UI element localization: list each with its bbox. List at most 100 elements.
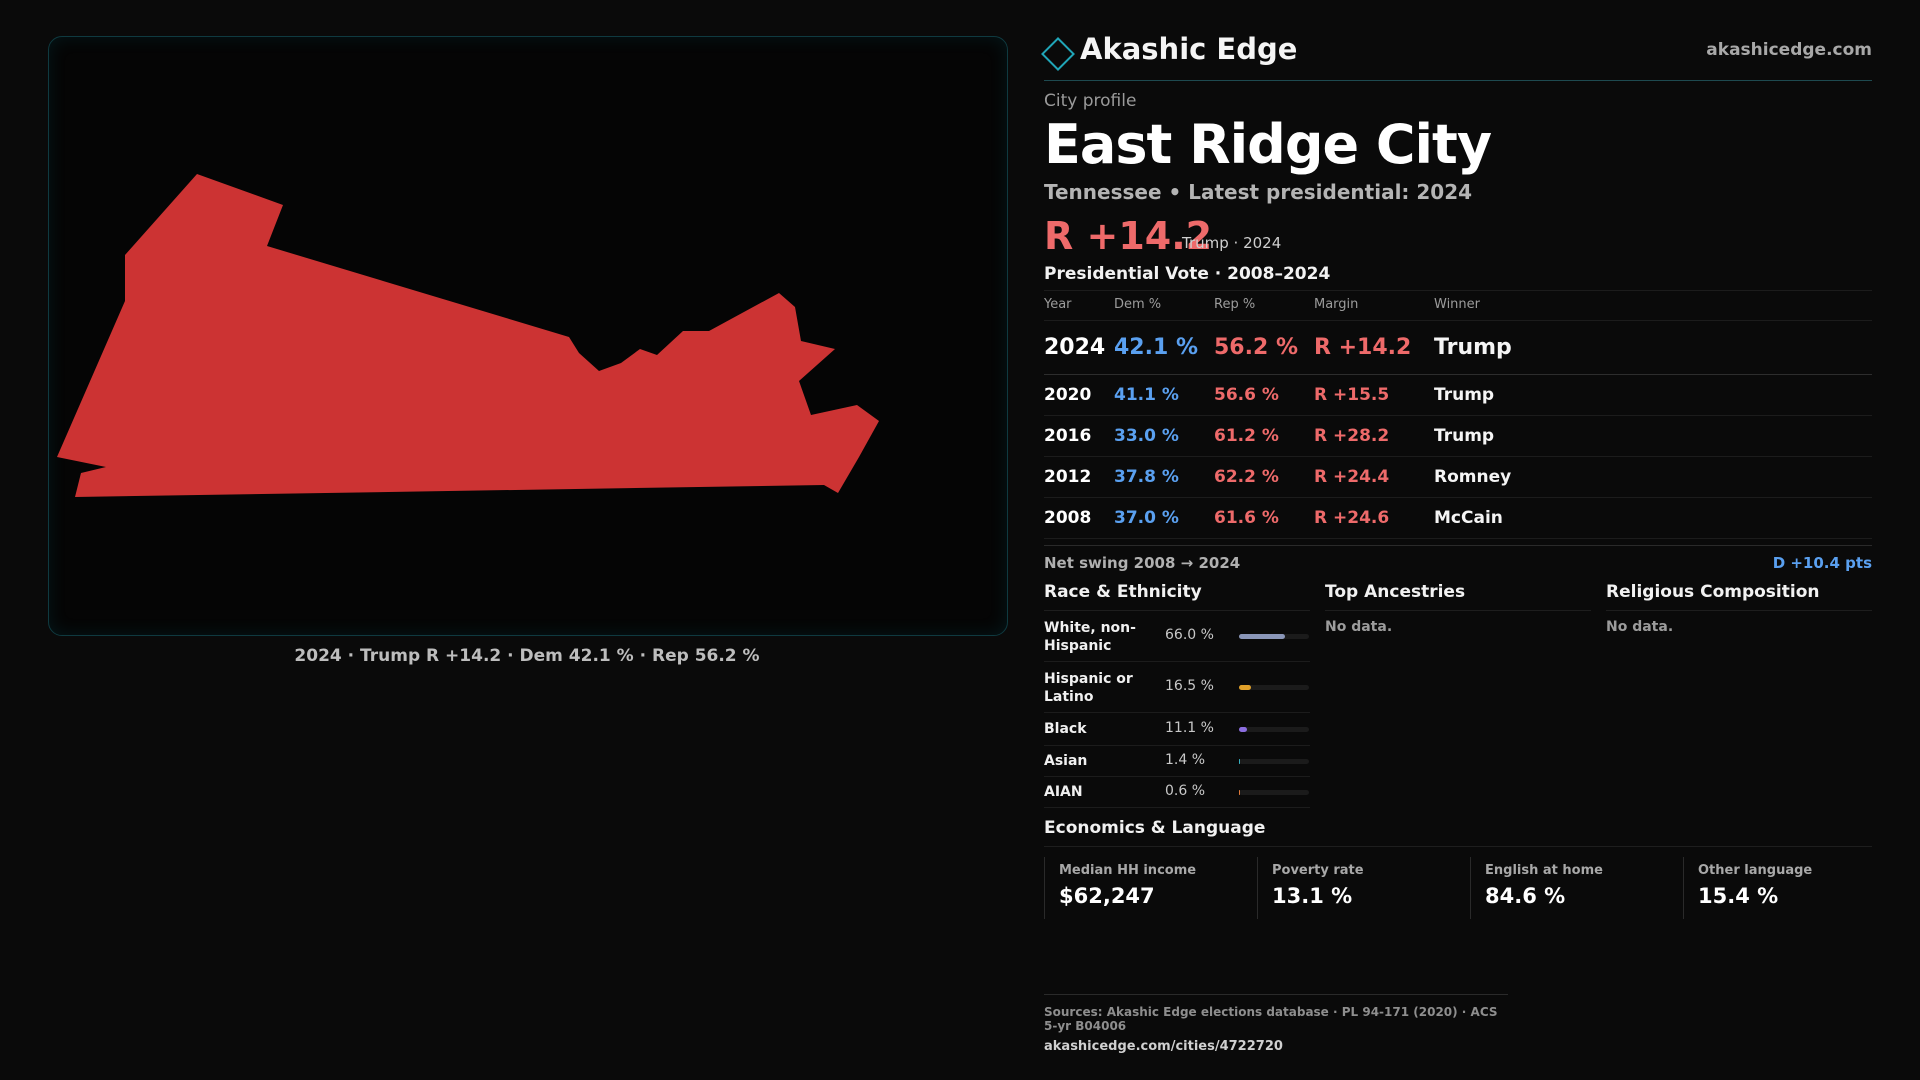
headline-result: R +14.2 Trump · 2024 — [1044, 214, 1872, 258]
vote-table-title: Presidential Vote · 2008–2024 — [1044, 264, 1872, 291]
race-bar-track — [1239, 790, 1309, 795]
race-row: Asian 1.4 % — [1044, 746, 1310, 777]
race-bar-track — [1239, 727, 1309, 732]
race-pct: 1.4 % — [1165, 752, 1206, 768]
cell-dem: 37.0 % — [1114, 497, 1214, 539]
net-swing: Net swing 2008 → 2024 D +10.4 pts — [1044, 545, 1872, 576]
table-row: 2012 37.8 % 62.2 % R +24.4 Romney — [1044, 456, 1872, 498]
ancestries-title: Top Ancestries — [1325, 582, 1591, 611]
race-pct: 16.5 % — [1165, 678, 1214, 694]
demographics-section: Race & Ethnicity White, non-Hispanic 66.… — [1044, 582, 1872, 818]
city-boundary-shape[interactable] — [57, 174, 879, 497]
brand-name[interactable]: Akashic Edge — [1080, 32, 1298, 66]
vote-table-header: Year Dem % Rep % Margin Winner — [1044, 291, 1872, 321]
econ-label: Poverty rate — [1272, 863, 1364, 878]
table-row: 2008 37.0 % 61.6 % R +24.6 McCain — [1044, 497, 1872, 539]
race-row: Black 11.1 % — [1044, 713, 1310, 746]
econ-cell-other-language: Other language 15.4 % — [1683, 857, 1888, 919]
cell-rep: 61.2 % — [1214, 415, 1314, 457]
cell-winner: Trump — [1434, 320, 1872, 375]
city-boundary-map[interactable] — [49, 37, 1007, 635]
econ-value: 13.1 % — [1272, 884, 1353, 908]
sources-url-link[interactable]: akashicedge.com/cities/4722720 — [1044, 1039, 1283, 1054]
cell-rep: 56.2 % — [1214, 320, 1314, 375]
ancestries-empty: No data. — [1325, 619, 1393, 635]
race-label: Hispanic or Latino — [1044, 671, 1133, 705]
econ-label: Median HH income — [1059, 863, 1197, 878]
religion-title: Religious Composition — [1606, 582, 1872, 611]
cell-year: 2008 — [1044, 497, 1114, 539]
cell-margin: R +24.4 — [1314, 456, 1434, 498]
diamond-logo-icon — [1041, 37, 1075, 71]
econ-value: 84.6 % — [1485, 884, 1566, 908]
econ-cell-income: Median HH income $62,247 — [1044, 857, 1249, 919]
race-bar-fill — [1239, 790, 1241, 795]
table-row: 2024 42.1 % 56.2 % R +14.2 Trump — [1044, 320, 1872, 375]
cell-rep: 62.2 % — [1214, 456, 1314, 498]
religion-panel: Religious Composition No data. — [1606, 582, 1872, 635]
race-pct: 11.1 % — [1165, 720, 1214, 736]
vote-table: Year Dem % Rep % Margin Winner 2024 42.1… — [1044, 291, 1872, 539]
profile-panel: Akashic Edge akashicedge.com City profil… — [1041, 30, 1872, 927]
econ-label: English at home — [1485, 863, 1603, 878]
race-pct: 66.0 % — [1165, 627, 1214, 643]
map-panel[interactable] — [48, 36, 1008, 636]
race-ethnicity-title: Race & Ethnicity — [1044, 582, 1310, 611]
race-row: White, non-Hispanic 66.0 % — [1044, 611, 1310, 662]
cell-winner: Trump — [1434, 415, 1872, 457]
race-bar-track — [1239, 634, 1309, 639]
cell-year: 2012 — [1044, 456, 1114, 498]
cell-dem: 33.0 % — [1114, 415, 1214, 457]
city-subline: Tennessee • Latest presidential: 2024 — [1044, 180, 1473, 204]
cell-winner: Trump — [1434, 374, 1872, 416]
cell-rep: 61.6 % — [1214, 497, 1314, 539]
economics-grid: Median HH income $62,247 Poverty rate 13… — [1044, 857, 1872, 927]
race-pct: 0.6 % — [1165, 783, 1206, 799]
econ-cell-english: English at home 84.6 % — [1470, 857, 1675, 919]
map-caption: 2024 · Trump R +14.2 · Dem 42.1 % · Rep … — [294, 646, 760, 666]
religion-empty: No data. — [1606, 619, 1674, 635]
race-ethnicity-panel: Race & Ethnicity White, non-Hispanic 66.… — [1044, 582, 1310, 808]
race-label: Black — [1044, 721, 1087, 737]
cell-dem: 37.8 % — [1114, 456, 1214, 498]
page-title: East Ridge City — [1044, 113, 1492, 176]
cell-margin: R +15.5 — [1314, 374, 1434, 416]
net-swing-label: Net swing 2008 → 2024 — [1044, 554, 1241, 572]
headline-margin: R +14.2 — [1044, 214, 1213, 258]
sources-footer: Sources: Akashic Edge elections database… — [1044, 994, 1508, 1054]
brand-url-link[interactable]: akashicedge.com — [1706, 40, 1872, 60]
race-label: White, non-Hispanic — [1044, 620, 1136, 654]
cell-dem: 42.1 % — [1114, 320, 1214, 375]
page-eyebrow: City profile — [1044, 91, 1137, 111]
col-header-winner: Winner — [1434, 291, 1872, 321]
econ-value: 15.4 % — [1698, 884, 1779, 908]
cell-margin: R +24.6 — [1314, 497, 1434, 539]
cell-year: 2020 — [1044, 374, 1114, 416]
econ-value: $62,247 — [1059, 884, 1155, 908]
sources-line: Sources: Akashic Edge elections database… — [1044, 1005, 1498, 1033]
race-bar-track — [1239, 685, 1309, 690]
cell-year: 2016 — [1044, 415, 1114, 457]
col-header-rep: Rep % — [1214, 291, 1314, 321]
ancestries-panel: Top Ancestries No data. — [1325, 582, 1591, 635]
cell-year: 2024 — [1044, 320, 1114, 375]
cell-winner: Romney — [1434, 456, 1872, 498]
cell-margin: R +28.2 — [1314, 415, 1434, 457]
race-row: AIAN 0.6 % — [1044, 777, 1310, 808]
race-bar-fill — [1239, 759, 1241, 764]
table-row: 2016 33.0 % 61.2 % R +28.2 Trump — [1044, 415, 1872, 457]
brand-header: Akashic Edge akashicedge.com — [1041, 30, 1872, 81]
race-row: Hispanic or Latino 16.5 % — [1044, 662, 1310, 713]
economics-title: Economics & Language — [1044, 818, 1872, 847]
table-row: 2020 41.1 % 56.6 % R +15.5 Trump — [1044, 374, 1872, 416]
race-bar-fill — [1239, 685, 1251, 690]
race-bar-fill — [1239, 634, 1286, 639]
race-label: AIAN — [1044, 784, 1083, 800]
col-header-year: Year — [1044, 291, 1114, 321]
econ-cell-poverty: Poverty rate 13.1 % — [1257, 857, 1462, 919]
cell-margin: R +14.2 — [1314, 320, 1434, 375]
race-bar-fill — [1239, 727, 1247, 732]
cell-dem: 41.1 % — [1114, 374, 1214, 416]
net-swing-value: D +10.4 pts — [1772, 554, 1872, 572]
cell-rep: 56.6 % — [1214, 374, 1314, 416]
